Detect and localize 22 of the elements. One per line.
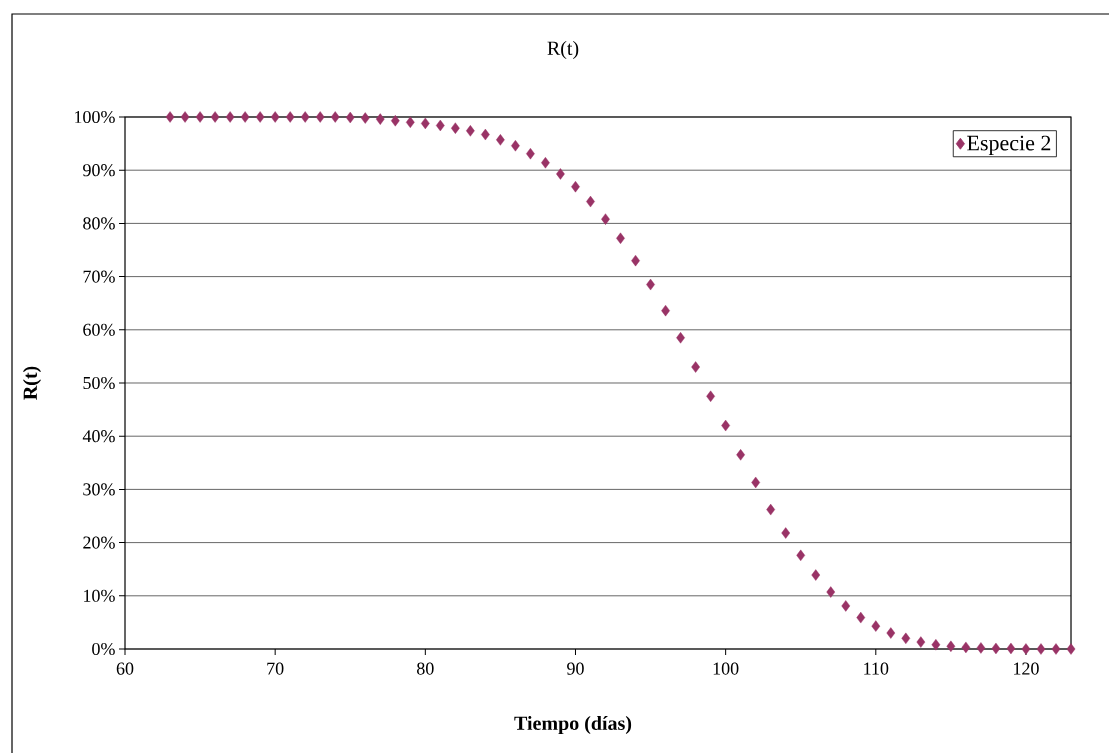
y-tick-label: 70% (83, 270, 115, 283)
x-tick-label: 80 (417, 662, 434, 675)
y-tick-label: 50% (83, 376, 115, 390)
chart-title: R(t) (547, 40, 579, 60)
x-tick-label: 70 (267, 662, 284, 675)
y-tick-label: 0% (92, 642, 115, 656)
x-tick-label: 110 (864, 662, 889, 675)
y-tick-label: 60% (83, 323, 115, 336)
y-tick-label: 80% (83, 217, 115, 230)
y-tick-label: 100% (75, 110, 115, 124)
y-tick-label: 30% (83, 483, 115, 496)
x-tick-label: 90 (567, 662, 584, 675)
y-tick-label: 40% (82, 430, 115, 443)
y-axis-title: R(t) (22, 366, 42, 400)
x-tick-label: 100 (713, 662, 739, 675)
x-axis-title: Tiempo (días) (514, 715, 632, 735)
y-tick-label: 10% (84, 589, 115, 602)
y-tick-label: 90% (83, 164, 115, 177)
x-tick-label: 60 (116, 662, 134, 675)
x-tick-label: 120 (1014, 662, 1039, 675)
legend-label: Especie 2 (967, 135, 1051, 155)
y-tick-label: 20% (83, 536, 115, 549)
